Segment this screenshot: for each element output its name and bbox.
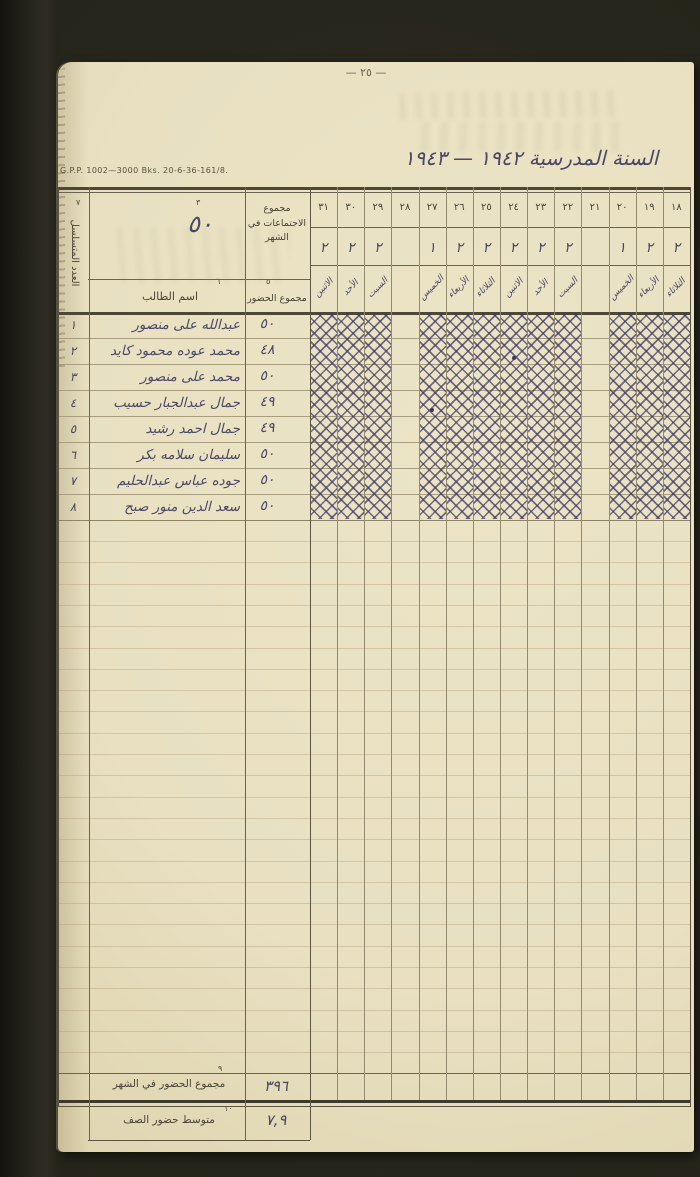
student-serial-number: ٨ [69, 500, 77, 514]
student-serial-number: ٦ [69, 448, 77, 462]
register-paper-page [58, 62, 694, 1152]
sessions-total-footnote: ٣ [196, 198, 201, 207]
day-session-count: ٢ [672, 240, 681, 256]
attendance-crosshatch-marks [528, 314, 555, 519]
name-column-label: اسم الطالب [141, 290, 199, 303]
student-name: جمال عبدالجبار حسيب [113, 395, 240, 411]
attendance-column-label: مجموع الحضور [247, 293, 307, 304]
day-number-header: ٢١ [589, 202, 601, 213]
attendance-crosshatch-marks [446, 314, 473, 519]
class-average-footnote: ١٠ [224, 1104, 233, 1113]
page-number: — ٢٥ — [345, 66, 387, 79]
absence-dot-mark [511, 356, 516, 360]
attendance-crosshatch-marks [338, 314, 365, 519]
attendance-crosshatch-marks [609, 314, 636, 519]
day-session-count: ٢ [455, 240, 464, 256]
student-attendance-total: ٤٩ [259, 420, 275, 436]
student-name: سعد الدين منور صبح [124, 499, 240, 515]
student-attendance-total: ٥٠ [259, 498, 275, 514]
serial-column-label: العدد المتسلسل [69, 219, 80, 287]
attendance-crosshatch-marks [473, 314, 500, 519]
month-attendance-total-value: ٣٩٦ [263, 1077, 289, 1095]
day-session-count: ١ [618, 240, 626, 256]
printer-imprint: G.P.P. 1002—3000 Bks. 20-6-36-161/8. [60, 166, 229, 175]
attendance-crosshatch-marks [663, 314, 690, 519]
day-number-header: ٢٩ [372, 202, 384, 213]
day-session-count: ٢ [564, 240, 572, 256]
serial-column-footnote: ٧ [76, 198, 81, 207]
attendance-column-footnote: ٥ [266, 277, 271, 286]
student-serial-number: ٢ [69, 344, 77, 358]
absence-dot-mark [430, 408, 435, 412]
student-name: سليمان سلامه بكر [137, 447, 240, 463]
day-number-header: ١٩ [643, 202, 655, 213]
student-serial-number: ٤ [69, 396, 77, 410]
student-serial-number: ٣ [69, 370, 77, 384]
day-number-header: ٣١ [318, 202, 329, 213]
student-name: عبدالله على منصور [132, 317, 240, 333]
day-number-header: ٢٠ [616, 202, 628, 213]
class-average-value: ٧,٩ [265, 1111, 287, 1129]
day-number-header: ١٨ [671, 202, 682, 213]
sessions-column-label: مجموع الاجتماعات في الشهر [247, 203, 307, 244]
day-session-count: ٢ [536, 240, 545, 256]
student-attendance-total: ٥٠ [259, 446, 275, 462]
day-session-count: ٢ [319, 240, 328, 256]
student-attendance-total: ٥٠ [259, 368, 275, 384]
day-number-header: ٢٦ [453, 202, 465, 213]
day-session-count: ٢ [509, 240, 518, 256]
student-attendance-total: ٤٩ [259, 394, 275, 410]
month-attendance-total-label: مجموع الحضور في الشهر [112, 1078, 226, 1090]
day-number-header: ٣٠ [345, 202, 357, 213]
day-session-count: ٢ [374, 240, 382, 256]
class-average-label: متوسط حضور الصف [123, 1114, 215, 1126]
day-number-header: ٢٥ [481, 202, 492, 213]
student-attendance-total: ٤٨ [259, 342, 275, 358]
day-session-count: ٢ [346, 240, 355, 256]
day-session-count: ٢ [482, 240, 491, 256]
attendance-crosshatch-marks [501, 314, 528, 519]
student-name: جمال احمد رشيد [145, 421, 240, 437]
student-serial-number: ١ [69, 318, 77, 332]
attendance-crosshatch-marks [365, 314, 392, 519]
attendance-crosshatch-marks [636, 314, 663, 519]
student-serial-number: ٥ [69, 422, 77, 436]
day-session-count: ٢ [645, 240, 654, 256]
school-year-title: السنة المدرسية ١٩٤٢ — ١٩٤٣ [403, 146, 659, 170]
student-attendance-total: ٥٠ [259, 472, 275, 488]
month-sessions-total-value: ٥٠ [187, 210, 213, 238]
day-session-count: ١ [428, 240, 436, 256]
book-spine-shadow [0, 0, 58, 1177]
student-name: محمد عوده محمود كايد [110, 343, 240, 359]
name-column-footnote: ٦ [216, 277, 221, 286]
student-name: جوده عباس عبدالحليم [116, 473, 240, 489]
day-number-header: ٢٢ [562, 202, 574, 213]
student-attendance-total: ٥٠ [259, 316, 275, 332]
attendance-crosshatch-marks [419, 314, 446, 519]
attendance-crosshatch-marks [555, 314, 582, 519]
student-name: محمد على منصور [140, 369, 240, 385]
attendance-crosshatch-marks [311, 314, 338, 519]
month-total-footnote: ٩ [218, 1064, 223, 1073]
day-number-header: ٢٤ [508, 202, 519, 213]
student-serial-number: ٧ [69, 474, 77, 488]
day-number-header: ٢٣ [535, 202, 547, 213]
day-number-header: ٢٨ [399, 202, 411, 213]
day-number-header: ٢٧ [426, 202, 438, 213]
